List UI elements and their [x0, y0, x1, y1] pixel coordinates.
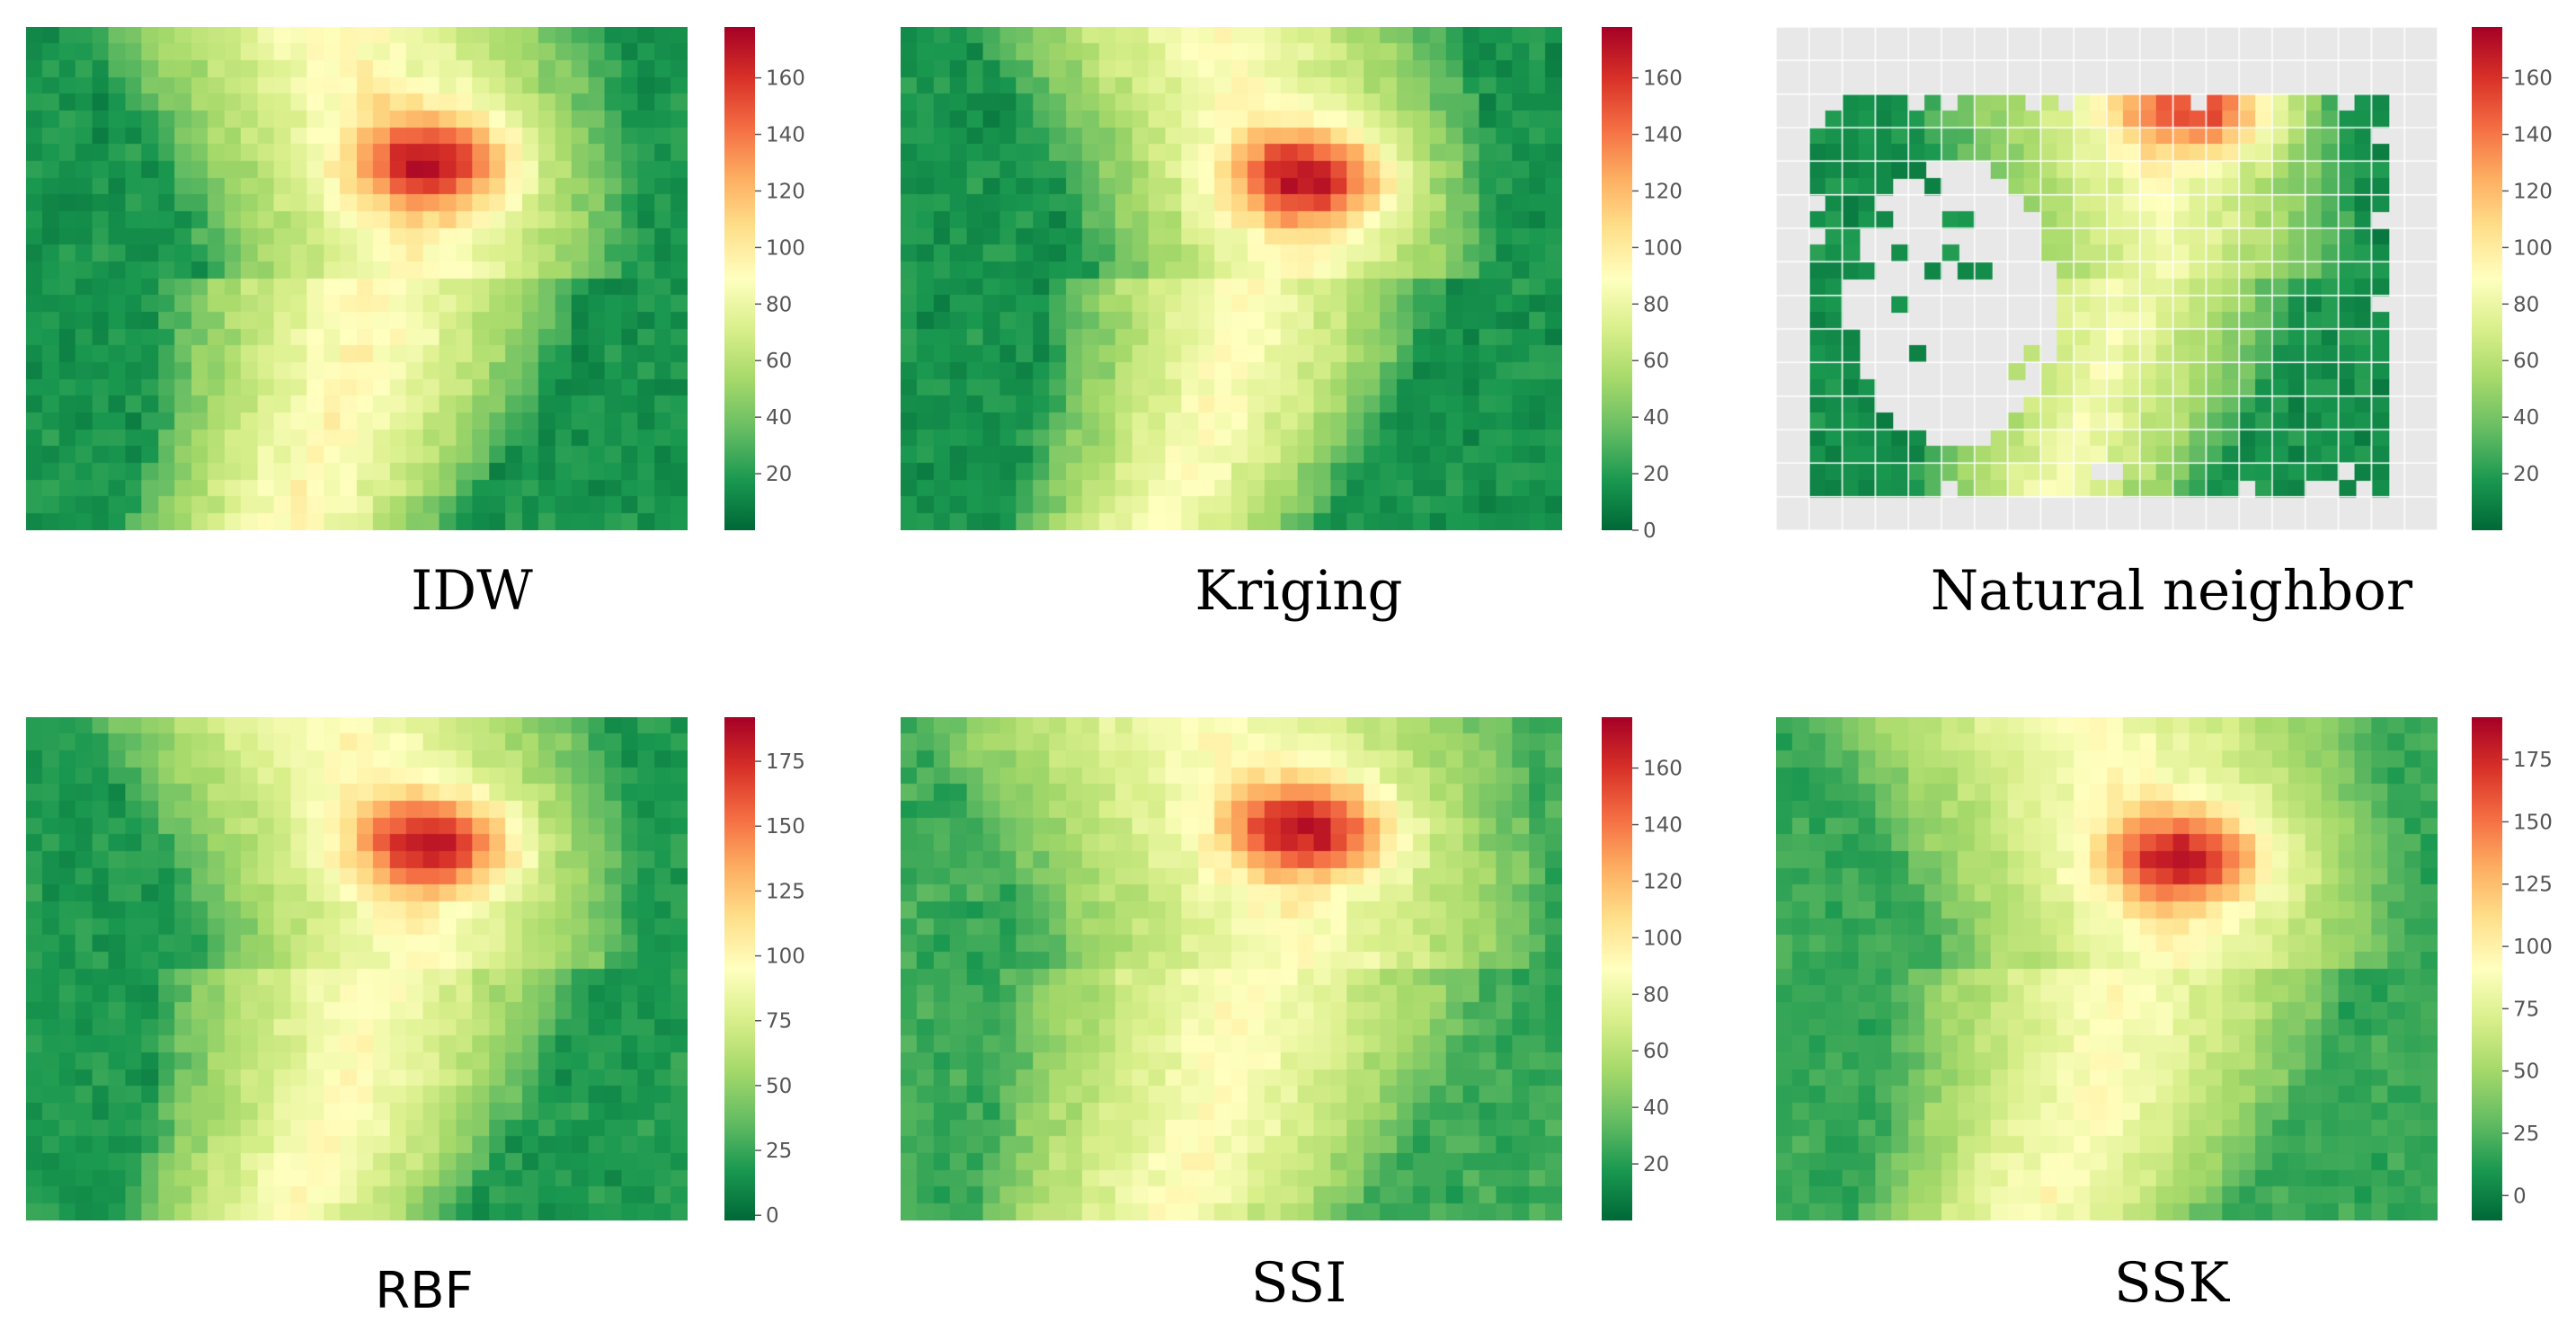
- colorbar-tick-label: 100: [1643, 236, 1683, 260]
- colorbar-tick-label: 25: [2513, 1123, 2539, 1146]
- heatmap-natural-neighbor: [1776, 27, 2438, 530]
- colorbar-tick-label: 175: [2513, 749, 2553, 772]
- caption-kriging: Kriging: [1195, 559, 1403, 623]
- colorbar-tick-label: 140: [2513, 124, 2553, 147]
- colorbar-tick-label: 100: [766, 236, 805, 260]
- colorbar-tick-label: 125: [766, 880, 805, 903]
- colorbar-tick-label: 75: [766, 1010, 792, 1034]
- colorbar-tick-label: 20: [1643, 463, 1669, 486]
- caption-idw: IDW: [411, 559, 533, 623]
- colorbar-tick-label: 75: [2513, 998, 2539, 1021]
- caption-natural-neighbor: Natural neighbor: [1930, 559, 2413, 623]
- colorbar-tick-label: 0: [2513, 1185, 2527, 1208]
- colorbar-tick-label: 160: [1643, 67, 1683, 91]
- colorbar-idw: 20 40 60 80 100 120 140 160: [724, 27, 805, 530]
- colorbar-tick-label: 160: [2513, 67, 2553, 91]
- colorbar-kriging: 0 20 40 60 80 100 120 140 160: [1602, 27, 1683, 543]
- colorbar-tick-label: 120: [2513, 180, 2553, 203]
- colorbar-gradient: [2472, 717, 2502, 1220]
- heatmap-ssi: [901, 717, 1562, 1220]
- colorbar-tick-label: 60: [1643, 350, 1669, 373]
- colorbar-tick-label: 100: [766, 945, 805, 969]
- colorbar-tick-label: 100: [1643, 927, 1683, 950]
- colorbar-tick-label: 120: [1643, 180, 1683, 203]
- caption-ssi: SSI: [1250, 1251, 1347, 1315]
- colorbar-natural-neighbor: 20 40 60 80 100 120 140 160: [2472, 27, 2553, 530]
- colorbar-tick-label: 150: [2513, 811, 2553, 834]
- caption-ssk: SSK: [2113, 1251, 2230, 1315]
- colorbar-tick-label: 140: [766, 124, 805, 147]
- colorbar-tick-label: 140: [1643, 814, 1683, 838]
- colorbar-tick-label: 150: [766, 815, 805, 839]
- colorbar-tick-label: 60: [1643, 1040, 1669, 1063]
- colorbar-rbf: 0 25 50 75 100 125 150 175: [724, 717, 805, 1228]
- heatmap-kriging: [901, 27, 1562, 530]
- colorbar-tick-label: 60: [766, 350, 792, 373]
- caption-rbf: RBF: [375, 1262, 474, 1320]
- colorbar-tick-label: 120: [766, 180, 805, 203]
- colorbar-gradient: [724, 717, 755, 1220]
- colorbar-tick-label: 40: [2513, 406, 2539, 430]
- colorbar-tick-label: 40: [766, 406, 792, 430]
- colorbar-tick-label: 50: [2513, 1060, 2539, 1084]
- colorbar-gradient: [1602, 27, 1632, 530]
- colorbar-tick-label: 40: [1643, 406, 1669, 430]
- colorbar-tick-label: 125: [2513, 874, 2553, 897]
- colorbar-ssi: 20 40 60 80 100 120 140 160: [1602, 717, 1683, 1220]
- heatmap-rbf: [26, 717, 688, 1220]
- heatmap-ssk: [1776, 717, 2438, 1220]
- colorbar-tick-label: 0: [766, 1204, 779, 1228]
- colorbar-tick-label: 20: [766, 463, 792, 486]
- colorbar-tick-label: 80: [2513, 293, 2539, 316]
- colorbar-tick-label: 50: [766, 1075, 792, 1098]
- colorbar-gradient: [1602, 717, 1632, 1220]
- colorbar-tick-label: 175: [766, 750, 805, 774]
- colorbar-tick-label: 100: [2513, 936, 2553, 959]
- colorbar-tick-label: 20: [1643, 1153, 1669, 1176]
- colorbar-tick-label: 40: [1643, 1096, 1669, 1120]
- colorbar-gradient: [724, 27, 755, 530]
- colorbar-ssk: 0 25 50 75 100 125 150 175: [2472, 717, 2553, 1220]
- colorbar-tick-label: 120: [1643, 870, 1683, 893]
- colorbar-tick-label: 160: [1643, 758, 1683, 781]
- colorbar-tick-label: 80: [1643, 293, 1669, 316]
- colorbar-tick-label: 0: [1643, 519, 1657, 543]
- colorbar-tick-label: 60: [2513, 350, 2539, 373]
- colorbar-tick-label: 160: [766, 67, 805, 91]
- colorbar-tick-label: 25: [766, 1140, 792, 1163]
- heatmap-idw: [26, 27, 688, 530]
- colorbar-gradient: [2472, 27, 2502, 530]
- colorbar-tick-label: 80: [766, 293, 792, 316]
- colorbar-tick-label: 80: [1643, 983, 1669, 1007]
- colorbar-tick-label: 100: [2513, 236, 2553, 260]
- colorbar-tick-label: 140: [1643, 124, 1683, 147]
- colorbar-tick-label: 20: [2513, 463, 2539, 486]
